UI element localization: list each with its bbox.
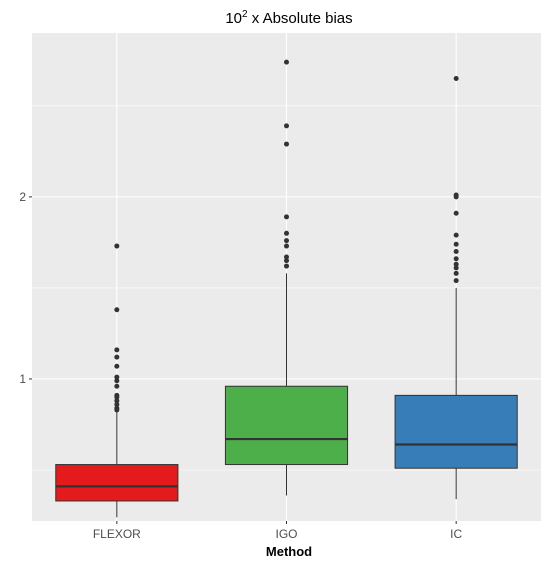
outlier-point bbox=[114, 374, 120, 380]
outlier-point bbox=[284, 230, 289, 236]
outlier-point bbox=[453, 270, 459, 276]
outlier-point bbox=[114, 243, 120, 249]
outlier-point bbox=[284, 238, 289, 244]
box-iqr bbox=[55, 464, 179, 502]
outlier-point bbox=[114, 347, 120, 353]
box-group-ic bbox=[394, 76, 518, 500]
outlier-point bbox=[114, 354, 120, 360]
outlier-point bbox=[114, 392, 120, 398]
box-layer bbox=[55, 59, 518, 518]
title-exponent: 2 bbox=[242, 9, 248, 20]
outlier-point bbox=[284, 263, 289, 269]
outlier-point bbox=[284, 254, 289, 260]
outlier-point bbox=[284, 59, 289, 65]
outlier-point bbox=[453, 192, 459, 198]
y-tick-label: 1 bbox=[19, 372, 26, 386]
outlier-point bbox=[453, 261, 459, 267]
outlier-point bbox=[114, 363, 120, 369]
y-tick-label: 2 bbox=[19, 190, 26, 204]
outlier-point bbox=[453, 278, 459, 284]
outlier-point bbox=[114, 378, 120, 384]
outlier-point bbox=[114, 307, 120, 313]
outlier-point bbox=[453, 76, 459, 82]
title-rest: x Absolute bias bbox=[248, 10, 353, 27]
outlier-point bbox=[453, 232, 459, 238]
outlier-point bbox=[284, 123, 289, 129]
box-group-flexor bbox=[55, 243, 179, 518]
outlier-point bbox=[114, 401, 120, 407]
outlier-point bbox=[114, 383, 120, 389]
outlier-point bbox=[284, 258, 289, 264]
outlier-point bbox=[114, 398, 120, 404]
outlier-point bbox=[284, 243, 289, 249]
outlier-point bbox=[453, 249, 459, 255]
outlier-point bbox=[453, 265, 459, 271]
chart-title: 102 x Absolute bias bbox=[225, 9, 352, 27]
box-iqr bbox=[394, 394, 518, 469]
outlier-point bbox=[453, 256, 459, 262]
x-tick-label: FLEXOR bbox=[93, 527, 141, 541]
x-axis-title: Method bbox=[266, 544, 312, 559]
x-tick-label: IGO bbox=[275, 527, 297, 541]
outlier-point bbox=[114, 405, 120, 411]
outlier-point bbox=[284, 141, 289, 147]
title-base: 10 bbox=[225, 10, 242, 27]
outlier-point bbox=[284, 214, 289, 220]
box-group-igo bbox=[224, 59, 349, 496]
x-tick-label: IC bbox=[450, 527, 462, 541]
box-iqr bbox=[224, 385, 349, 466]
outlier-point bbox=[453, 241, 459, 247]
outlier-point bbox=[453, 210, 459, 216]
axes-layer: 1 2 FLEXOR IGO IC bbox=[19, 190, 462, 541]
